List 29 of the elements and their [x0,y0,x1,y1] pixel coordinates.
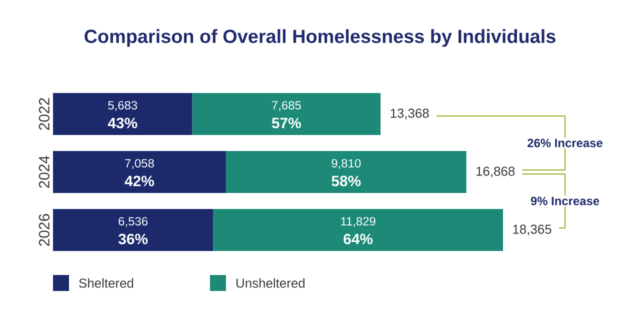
data-label: 5,683 [108,101,138,111]
data-label: 7,685 [272,101,301,111]
bar [53,209,214,251]
bar [192,93,381,135]
annotation: 43% [108,118,138,128]
legend-label: Unsheltered [236,278,305,288]
bar [213,209,504,251]
data-label: 7,058 [125,159,154,169]
bar [226,151,466,193]
total-label: 13,368 [390,108,429,120]
total-label: 18,365 [513,224,552,236]
chart-title: Comparison of Overall Homelessness by Individuals [84,29,556,47]
bar [53,93,192,135]
data-label: 11,829 [341,217,376,227]
annotation: 36% [118,234,148,244]
y-tick-label: 2024 [38,156,50,188]
bar [53,151,226,193]
annotation: 42% [124,176,154,186]
total-label: 16,868 [476,166,515,178]
data-label: 6,536 [118,217,148,227]
annotation: 58% [332,176,361,186]
text: 9% Increase [530,196,600,206]
legend-label: Sheltered [79,278,134,288]
text: 26% Increase [528,138,602,148]
annotation: 57% [272,118,301,128]
data-label: 9,810 [332,159,361,169]
y-tick-label: 2022 [38,98,50,130]
y-tick-label: 2026 [38,214,50,246]
annotation: 64% [344,234,373,244]
